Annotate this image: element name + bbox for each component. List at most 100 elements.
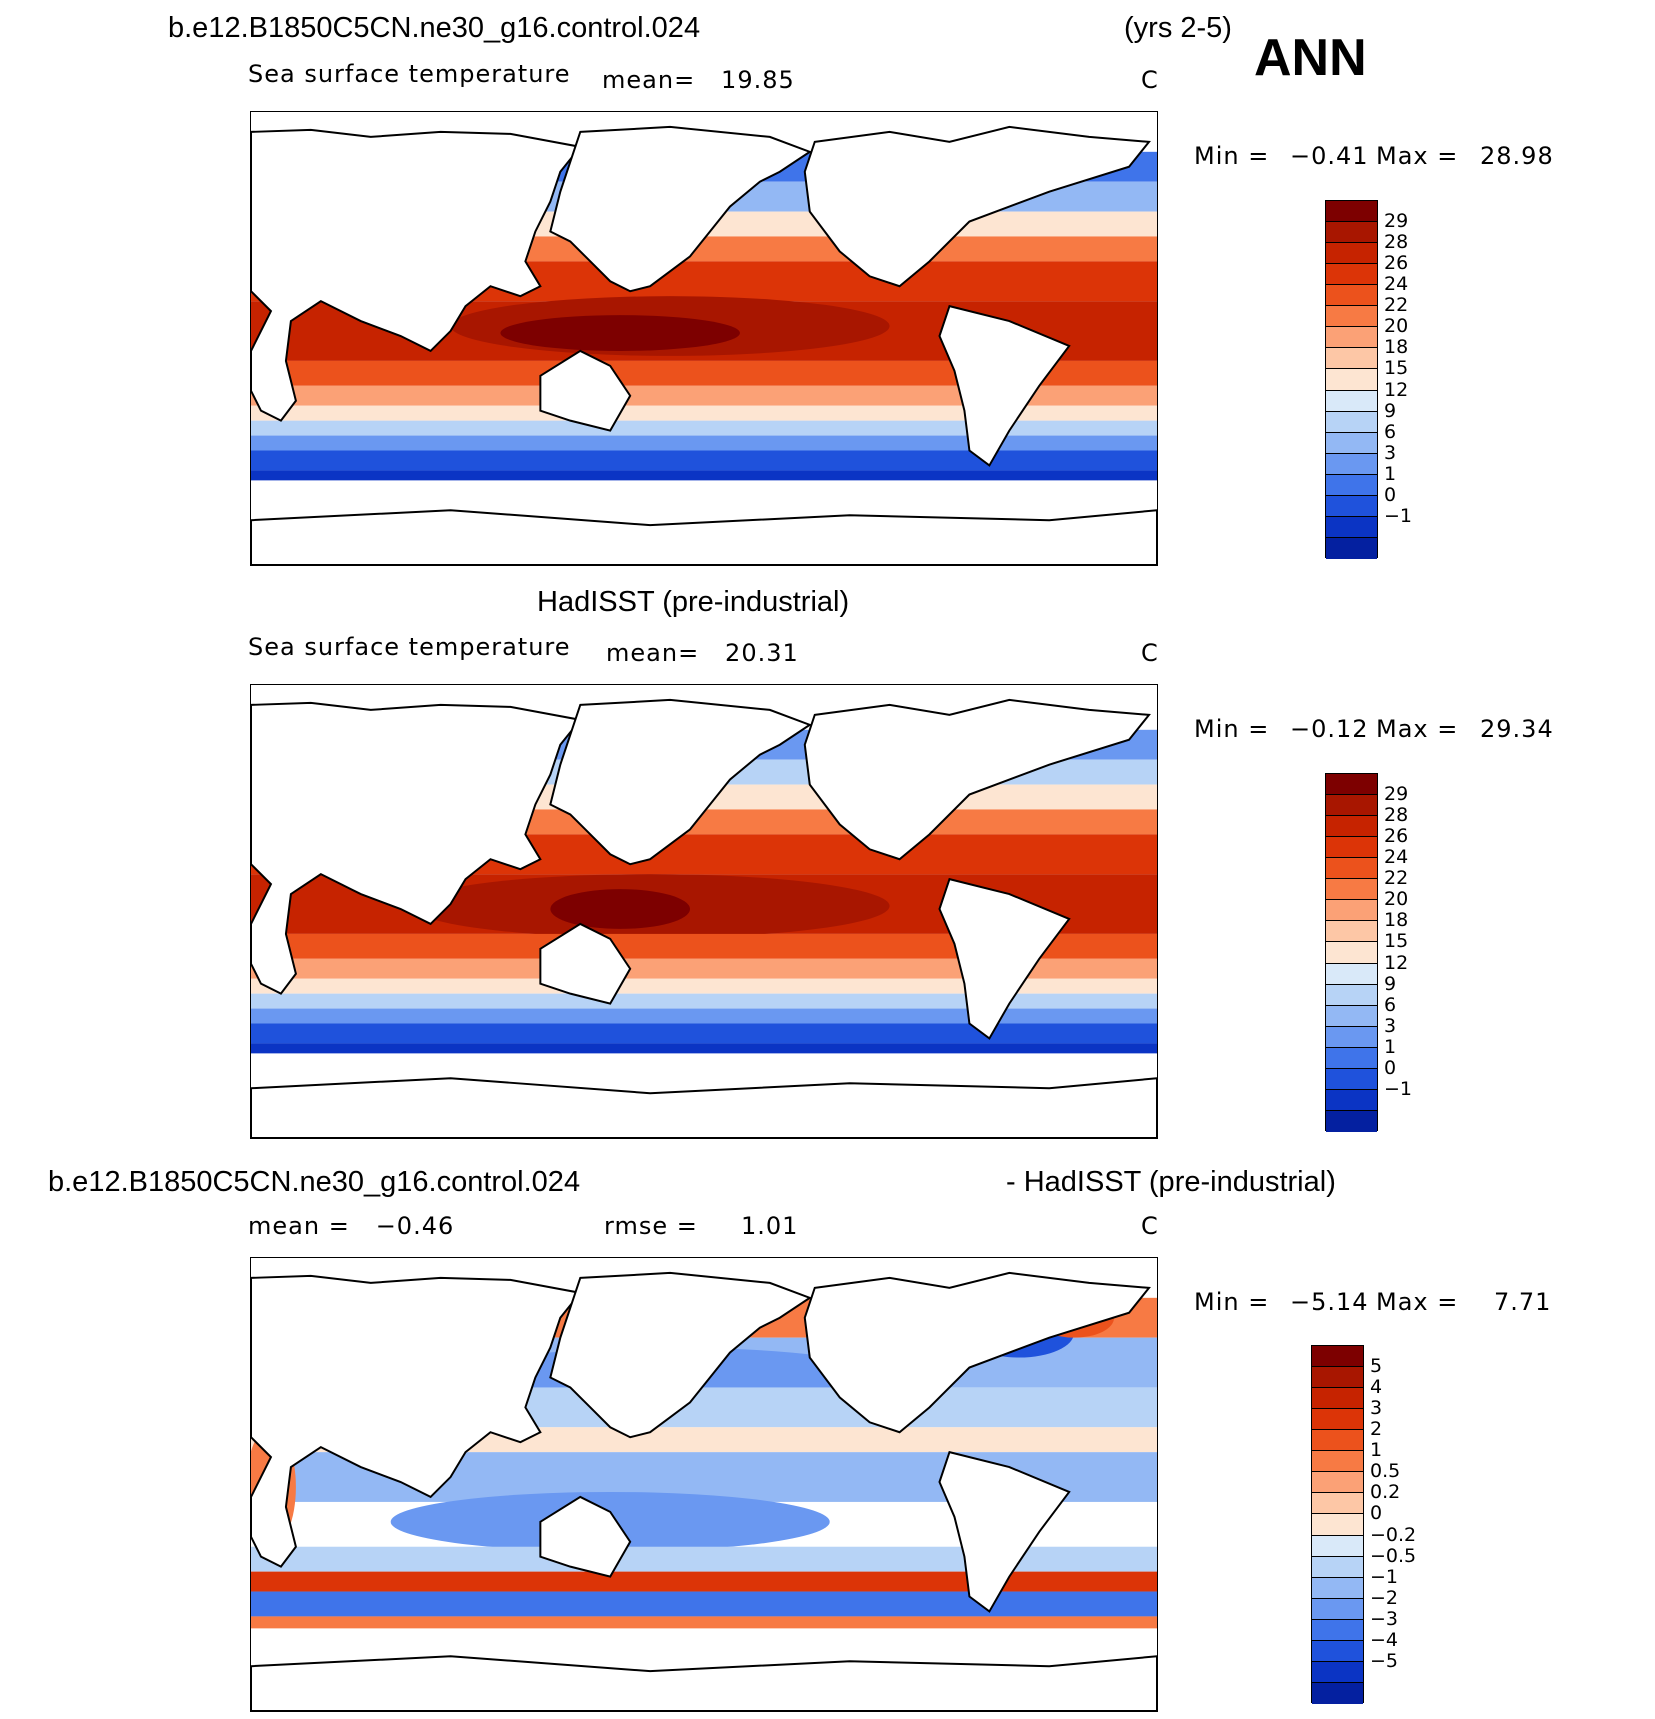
- colorbar-swatch: [1326, 264, 1377, 286]
- colorbar-tick-label: 9: [1384, 399, 1397, 422]
- colorbar-swatch: [1326, 201, 1377, 223]
- panel3-mean: mean = −0.46: [248, 1212, 455, 1240]
- colorbar-swatch: [1326, 879, 1377, 901]
- colorbar-tick-label: 18: [1384, 909, 1409, 932]
- colorbar-tick-label: 2: [1370, 1418, 1383, 1441]
- panel1-land: [251, 125, 1157, 565]
- colorbar-tick-label: 24: [1384, 846, 1409, 869]
- colorbar-swatch: [1326, 1068, 1377, 1090]
- panel2-mean: mean= 20.31: [606, 639, 799, 667]
- colorbar-swatch: [1326, 837, 1377, 859]
- panel3-land: [251, 1271, 1157, 1711]
- colorbar-tick-label: 24: [1384, 273, 1409, 296]
- colorbar-tick-label: 3: [1384, 1014, 1397, 1037]
- panel1-units: C: [1141, 66, 1159, 94]
- colorbar-swatch: [1326, 327, 1377, 349]
- colorbar-swatch: [1312, 1451, 1363, 1473]
- colorbar-tick-label: 12: [1384, 951, 1409, 974]
- panel1-variable: Sea surface temperature: [248, 60, 571, 88]
- colorbar-swatch: [1312, 1388, 1363, 1410]
- panel1-mean: mean= 19.85: [602, 66, 795, 94]
- season-label: ANN: [1254, 29, 1367, 87]
- panel1-map-svg: [251, 112, 1157, 565]
- panel2-map-svg: [251, 685, 1157, 1138]
- colorbar-tick-label: −1: [1370, 1565, 1399, 1588]
- colorbar-swatch: [1326, 243, 1377, 265]
- colorbar-swatch: [1326, 1047, 1377, 1069]
- panel2-units: C: [1141, 639, 1159, 667]
- panel2-land: [251, 698, 1157, 1138]
- colorbar-swatch: [1326, 285, 1377, 307]
- colorbar-swatch: [1312, 1409, 1363, 1431]
- colorbar-swatch: [1326, 1005, 1377, 1027]
- panel1-max-label: Max =: [1376, 142, 1459, 170]
- colorbar-tick-label: 18: [1384, 336, 1409, 359]
- colorbar-tick-label: −0.2: [1370, 1523, 1417, 1546]
- colorbar-swatch: [1326, 921, 1377, 943]
- colorbar-swatch: [1326, 453, 1377, 475]
- colorbar-swatch: [1326, 306, 1377, 328]
- colorbar-tick-label: −2: [1370, 1586, 1399, 1609]
- colorbar-swatch: [1326, 1089, 1377, 1111]
- colorbar-swatch: [1326, 537, 1377, 559]
- colorbar-tick-label: 20: [1384, 888, 1409, 911]
- colorbar-tick-label: 3: [1370, 1397, 1383, 1420]
- panel2-colorbar: [1325, 773, 1378, 1132]
- colorbar-tick-label: 26: [1384, 252, 1409, 275]
- colorbar-swatch: [1326, 963, 1377, 985]
- colorbar-tick-label: 28: [1384, 804, 1409, 827]
- colorbar-swatch: [1326, 816, 1377, 838]
- colorbar-tick-label: 5: [1370, 1355, 1383, 1378]
- colorbar-swatch: [1326, 1110, 1377, 1132]
- colorbar-swatch: [1312, 1619, 1363, 1641]
- colorbar-swatch: [1326, 900, 1377, 922]
- case-title: b.e12.B1850C5CN.ne30_g16.control.024: [168, 12, 701, 44]
- panel3-min-label: Min =: [1194, 1288, 1270, 1316]
- colorbar-swatch: [1326, 1026, 1377, 1048]
- colorbar-tick-label: 0.2: [1370, 1481, 1401, 1504]
- colorbar-swatch: [1326, 942, 1377, 964]
- colorbar-tick-label: 22: [1384, 294, 1409, 317]
- colorbar-swatch: [1326, 984, 1377, 1006]
- colorbar-tick-label: 12: [1384, 378, 1409, 401]
- panel3-rmse: rmse = 1.01: [604, 1212, 799, 1240]
- panel2-min-value: −0.12: [1290, 715, 1369, 743]
- colorbar-swatch: [1312, 1598, 1363, 1620]
- colorbar-swatch: [1312, 1472, 1363, 1494]
- colorbar-swatch: [1326, 474, 1377, 496]
- colorbar-tick-label: 1: [1370, 1439, 1383, 1462]
- colorbar-swatch: [1326, 516, 1377, 538]
- colorbar-swatch: [1326, 348, 1377, 370]
- colorbar-swatch: [1312, 1514, 1363, 1536]
- panel3-max-value: 7.71: [1494, 1288, 1552, 1316]
- colorbar-tick-label: 29: [1384, 210, 1409, 233]
- panel2-variable: Sea surface temperature: [248, 633, 571, 661]
- colorbar-swatch: [1312, 1430, 1363, 1452]
- colorbar-swatch: [1312, 1493, 1363, 1515]
- colorbar-swatch: [1312, 1556, 1363, 1578]
- panel1-min-value: −0.41: [1290, 142, 1369, 170]
- colorbar-swatch: [1326, 795, 1377, 817]
- colorbar-tick-label: 20: [1384, 315, 1409, 338]
- colorbar-tick-label: 9: [1384, 972, 1397, 995]
- colorbar-tick-label: −3: [1370, 1607, 1399, 1630]
- colorbar-swatch: [1312, 1535, 1363, 1557]
- colorbar-tick-label: −1: [1384, 1077, 1413, 1100]
- panel2-min-label: Min =: [1194, 715, 1270, 743]
- panel3-min-value: −5.14: [1290, 1288, 1369, 1316]
- colorbar-tick-label: 4: [1370, 1376, 1383, 1399]
- colorbar-swatch: [1326, 858, 1377, 880]
- panel1-map: [250, 111, 1158, 566]
- panel1-min-label: Min =: [1194, 142, 1270, 170]
- colorbar-tick-label: 6: [1384, 993, 1397, 1016]
- colorbar-tick-label: 6: [1384, 420, 1397, 443]
- colorbar-swatch: [1326, 390, 1377, 412]
- colorbar-swatch: [1326, 369, 1377, 391]
- colorbar-tick-label: 1: [1384, 462, 1397, 485]
- colorbar-tick-label: 28: [1384, 231, 1409, 254]
- colorbar-tick-label: 22: [1384, 867, 1409, 890]
- panel3-map: [250, 1257, 1158, 1712]
- panel3-title-left: b.e12.B1850C5CN.ne30_g16.control.024: [48, 1166, 581, 1198]
- colorbar-swatch: [1312, 1682, 1363, 1704]
- colorbar-tick-label: −1: [1384, 504, 1413, 527]
